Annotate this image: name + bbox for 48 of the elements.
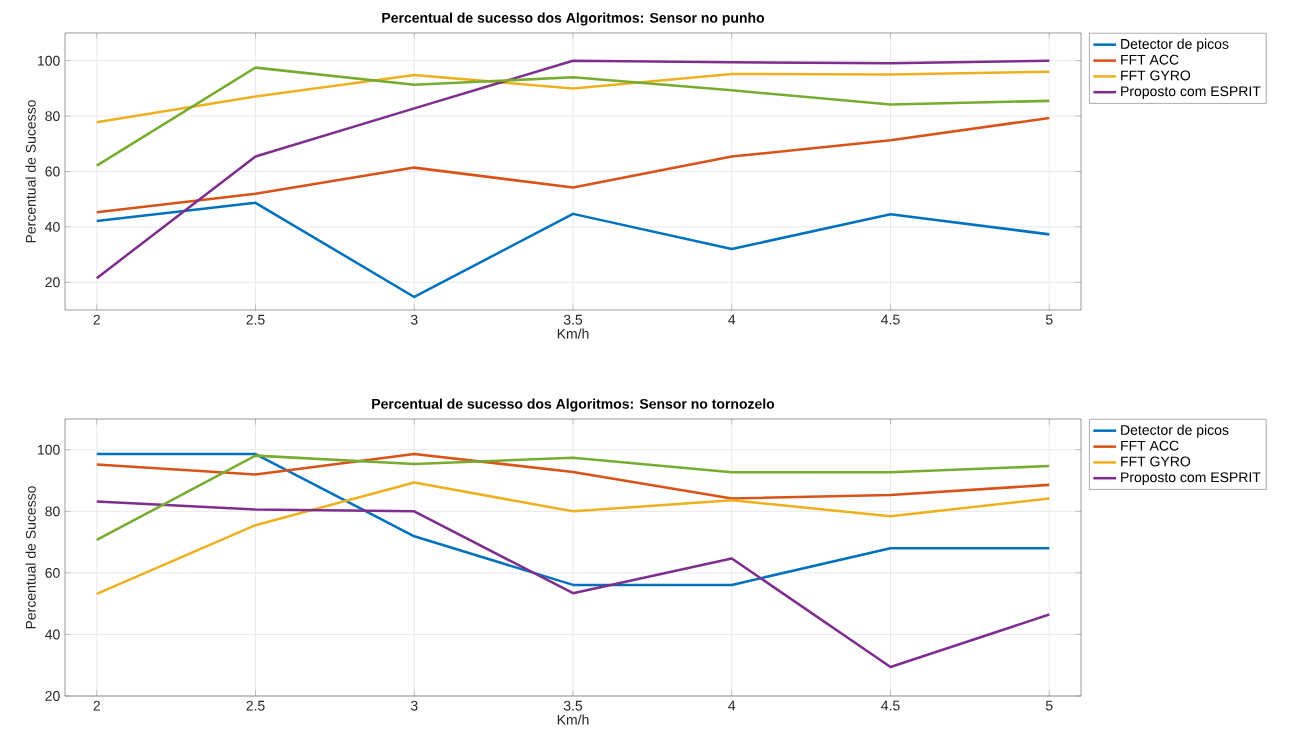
y-tick-label: 80 <box>45 506 60 517</box>
x-tick-label: 4 <box>728 700 736 711</box>
y-axis-title: Percentual de Sucesso <box>25 100 36 243</box>
x-tick-label: 3 <box>410 314 418 325</box>
legend-label: FFT GYRO <box>1121 70 1191 81</box>
legend-label: Proposto com ESPRIT <box>1121 86 1261 99</box>
line-series <box>95 70 1051 124</box>
x-tick-label: 5 <box>1045 314 1053 325</box>
x-tick-label: 2.5 <box>246 314 265 325</box>
line-series <box>95 452 1051 587</box>
chart-title: Percentual de sucesso dos Algoritmos: Sensor no tornozelo <box>372 398 775 412</box>
y-tick-label: 100 <box>38 55 60 66</box>
x-tick-label: 4.5 <box>881 314 900 325</box>
x-tick-label: 2.5 <box>246 700 265 711</box>
x-tick-label: 2 <box>93 700 100 711</box>
line-series <box>95 201 1051 299</box>
chart-title: Percentual de sucesso dos Algoritmos: Sensor no punho <box>382 12 765 26</box>
x-tick-label: 5 <box>1045 700 1053 711</box>
legend-label: FFT ACC <box>1121 440 1179 451</box>
x-axis-title: Km/h <box>557 328 589 339</box>
line-series <box>95 59 1051 280</box>
y-tick-label: 80 <box>45 111 60 122</box>
y-tick-label: 40 <box>45 221 60 232</box>
y-tick-label: 20 <box>45 691 60 701</box>
line-series <box>95 481 1051 596</box>
x-tick-label: 3.5 <box>563 314 583 325</box>
line-series <box>95 116 1051 214</box>
legend-label: FFT GYRO <box>1121 456 1191 467</box>
x-tick-label: 3 <box>410 700 418 711</box>
y-tick-label: 40 <box>45 629 60 640</box>
legend-label: Detector de picos <box>1121 424 1229 438</box>
legend-label: Detector de picos <box>1121 38 1229 52</box>
y-tick-label: 60 <box>45 567 60 578</box>
line-series <box>95 500 1051 669</box>
line-series <box>95 66 1051 167</box>
line-series <box>95 454 1051 542</box>
y-tick-label: 60 <box>45 166 60 177</box>
y-tick-label: 20 <box>45 277 60 288</box>
x-tick-label: 2 <box>93 314 100 325</box>
line-series <box>95 452 1051 500</box>
legend-label: FFT ACC <box>1121 54 1179 65</box>
y-axis-title: Percentual de Sucesso <box>25 486 36 629</box>
x-tick-label: 4 <box>728 314 736 325</box>
x-tick-label: 3.5 <box>563 700 583 711</box>
x-tick-label: 4.5 <box>881 700 900 711</box>
legend-label: Proposto com ESPRIT <box>1121 472 1261 485</box>
y-tick-label: 100 <box>38 444 60 455</box>
x-axis-title: Km/h <box>557 714 589 725</box>
